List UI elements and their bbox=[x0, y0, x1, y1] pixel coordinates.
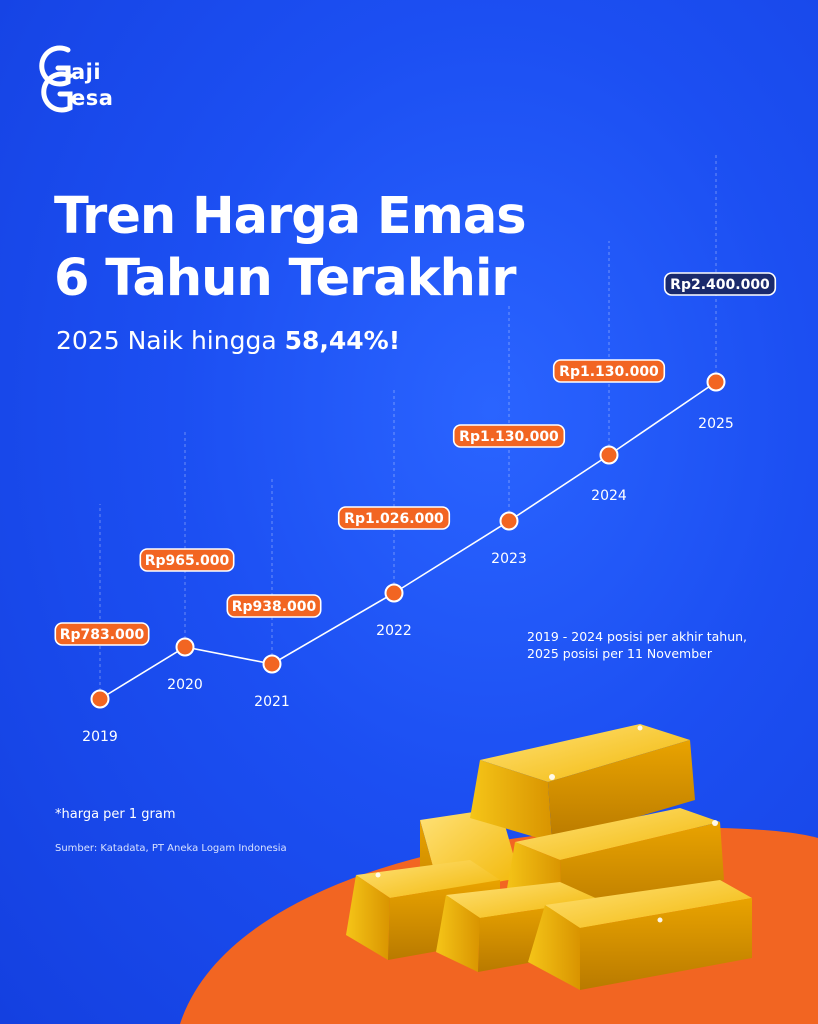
value-label-text: Rp938.000 bbox=[232, 599, 317, 615]
value-label-text: Rp1.026.000 bbox=[344, 511, 444, 527]
value-label-bg bbox=[452, 424, 566, 448]
value-label-bg bbox=[552, 359, 666, 383]
logo-text-line2: esa bbox=[71, 86, 114, 110]
title-line-2: 6 Tahun Terakhir bbox=[54, 249, 517, 308]
value-label-bg bbox=[226, 594, 322, 618]
year-label: 2021 bbox=[254, 694, 290, 710]
source-text: Sumber: Katadata, PT Aneka Logam Indones… bbox=[55, 843, 287, 854]
value-label-text: Rp2.400.000 bbox=[670, 277, 770, 293]
value-label-text: Rp965.000 bbox=[145, 553, 230, 569]
data-point bbox=[175, 637, 195, 657]
value-label: Rp938.000 bbox=[226, 594, 322, 618]
gold-bar bbox=[528, 880, 752, 990]
value-label-bg bbox=[139, 548, 235, 572]
page-title: Tren Harga Emas 6 Tahun Terakhir bbox=[54, 186, 614, 310]
logo-text-line1: aji bbox=[71, 60, 102, 84]
footnote: *harga per 1 gram bbox=[55, 807, 176, 822]
value-label: Rp783.000 bbox=[54, 622, 150, 646]
year-label: 2023 bbox=[491, 551, 527, 567]
value-label-bg bbox=[54, 622, 150, 646]
note-line-1: 2019 - 2024 posisi per akhir tahun, bbox=[527, 629, 748, 644]
gold-bar bbox=[470, 724, 695, 842]
subtitle: 2025 Naik hingga 58,44%! bbox=[56, 326, 400, 355]
value-label: Rp1.130.000 bbox=[452, 424, 566, 448]
data-point bbox=[262, 654, 282, 674]
title-line-1: Tren Harga Emas bbox=[54, 187, 527, 246]
sparkle-icon bbox=[375, 725, 718, 923]
value-label: Rp1.026.000 bbox=[337, 506, 451, 530]
chart-note: 2019 - 2024 posisi per akhir tahun, 2025… bbox=[527, 628, 787, 662]
year-label: 2022 bbox=[376, 623, 412, 639]
logo-mark-icon bbox=[39, 45, 73, 113]
data-point bbox=[499, 511, 519, 531]
subtitle-highlight: 58,44%! bbox=[284, 326, 401, 355]
year-label: 2020 bbox=[167, 677, 203, 693]
data-point bbox=[706, 372, 726, 392]
year-label: 2025 bbox=[698, 416, 734, 432]
value-label-text: Rp1.130.000 bbox=[559, 364, 659, 380]
subtitle-prefix: 2025 Naik hingga bbox=[56, 326, 285, 355]
value-label-text: Rp1.130.000 bbox=[459, 429, 559, 445]
gajigesa-logo: aji esa bbox=[38, 40, 178, 120]
data-point bbox=[599, 445, 619, 465]
data-point bbox=[384, 583, 404, 603]
value-label-bg bbox=[663, 272, 777, 296]
value-label: Rp1.130.000 bbox=[552, 359, 666, 383]
value-label-bg bbox=[337, 506, 451, 530]
value-label-text: Rp783.000 bbox=[60, 627, 145, 643]
value-label: Rp965.000 bbox=[139, 548, 235, 572]
data-point bbox=[90, 689, 110, 709]
year-label: 2019 bbox=[82, 729, 118, 745]
note-line-2: 2025 posisi per 11 November bbox=[527, 646, 712, 661]
value-label: Rp2.400.000 bbox=[663, 272, 777, 296]
year-label: 2024 bbox=[591, 488, 627, 504]
